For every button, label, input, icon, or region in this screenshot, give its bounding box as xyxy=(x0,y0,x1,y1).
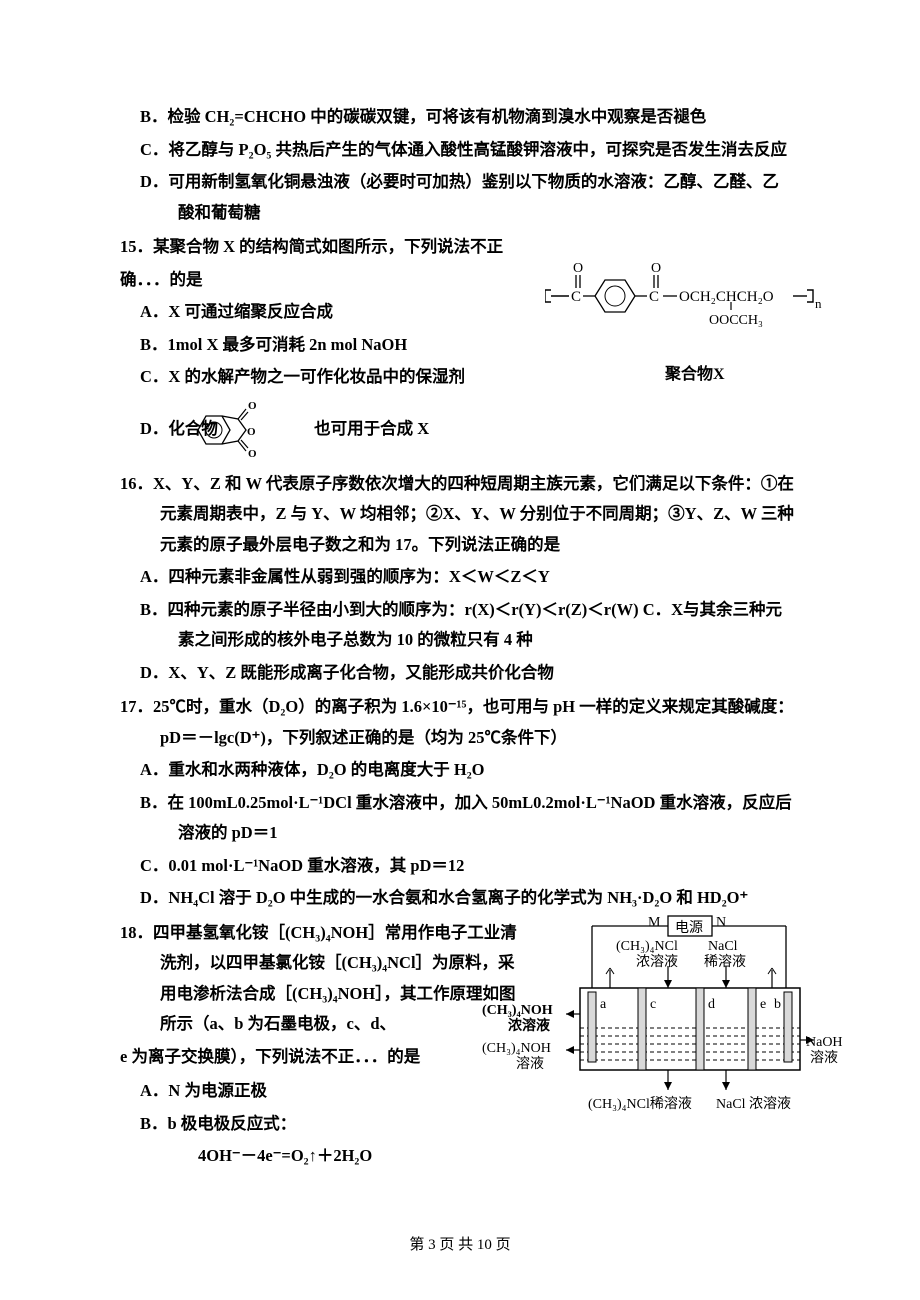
fig18-b: b xyxy=(774,992,781,1018)
q14-option-b: B．检验 CH₂=CHCHO 中的碳碳双键，可将该有机物滴到溴水中观察是否褪色 xyxy=(140,102,795,133)
svg-text:C: C xyxy=(571,289,581,305)
q15-fig-text2: OOCCH₃ xyxy=(709,313,763,328)
q15-fig-text1: OCH₂CHCH₂O xyxy=(679,289,774,305)
q16-option-d: D．X、Y、Z 既能形成离子化合物，又能形成共价化合物 xyxy=(140,658,795,689)
q18-stem-cont: e 为离子交换膜），下列说法不正．．．的是 xyxy=(160,1042,520,1073)
page: B．检验 CH₂=CHCHO 中的碳碳双键，可将该有机物滴到溴水中观察是否褪色 … xyxy=(0,0,920,1300)
q15-figure-label: 聚合物X xyxy=(665,360,725,390)
q15-figure: C O C O OCH₂CHCH₂O n OOCCH₃ 聚合物X xyxy=(545,250,835,390)
fig18-a: a xyxy=(600,992,606,1018)
svg-text:O: O xyxy=(651,261,661,276)
fig18-d: d xyxy=(708,992,715,1018)
q17-option-b: B．在 100mL0.25mol·L⁻¹DCl 重水溶液中，加入 50mL0.2… xyxy=(140,788,795,849)
q17-option-a: A．重水和水两种液体，D₂O 的电离度大于 H₂O xyxy=(140,755,795,786)
q18-option-b-eq: 4OH⁻－4e⁻=O₂↑＋2H₂O xyxy=(198,1141,795,1172)
fig18-top-left2: 浓溶液 xyxy=(636,950,678,976)
svg-text:O: O xyxy=(247,426,256,438)
fig18-top-right2: 稀溶液 xyxy=(704,950,746,976)
fig18-left2b: 溶液 xyxy=(516,1052,544,1078)
fig18-bottom-right: NaCl 浓溶液 xyxy=(716,1092,791,1118)
fig18-e: e xyxy=(760,992,766,1018)
fig18-c: c xyxy=(650,992,656,1018)
q16-option-b: B．四种元素的原子半径由小到大的顺序为：r(X)＜r(Y)＜r(Z)＜r(W) … xyxy=(140,595,795,656)
svg-text:n: n xyxy=(815,296,822,311)
q16-option-a: A．四种元素非金属性从弱到强的顺序为：X＜W＜Z＜Y xyxy=(140,562,795,593)
q14-option-c: C．将乙醇与 P₂O₅ 共热后产生的气体通入酸性高锰酸钾溶液中，可探究是否发生消… xyxy=(140,135,795,166)
fig18-N: N xyxy=(716,910,726,936)
q18-figure: M 电源 N (CH₃)₄NCl 浓溶液 NaCl 稀溶液 (CH₃)₄NOH … xyxy=(500,910,840,1140)
q15-option-d: D．化合物 O O O 也可用于合成 X xyxy=(140,395,795,465)
svg-text:O: O xyxy=(248,400,257,412)
svg-text:O: O xyxy=(248,448,257,460)
q18-stem: 18．四甲基氢氧化铵［(CH₃)₄NOH］常用作电子工业清洗剂，以四甲基氯化铵［… xyxy=(120,918,520,1040)
fig18-bottom-left: (CH₃)₄NCl稀溶液 xyxy=(588,1092,692,1118)
q16-stem: 16．X、Y、Z 和 W 代表原子序数依次增大的四种短周期主族元素，它们满足以下… xyxy=(120,469,795,561)
fig18-right1b: 溶液 xyxy=(810,1046,838,1072)
fig18-dianyuan: 电源 xyxy=(675,916,703,942)
svg-text:C: C xyxy=(649,289,659,305)
q15-stem1: 15．某聚合物 X 的结构简式如图所示，下列说法不正 xyxy=(120,232,600,263)
q17-stem: 17．25℃时，重水（D₂O）的离子积为 1.6×10⁻¹⁵，也可用与 pH 一… xyxy=(120,692,795,753)
q15-d-post: 也可用于合成 X xyxy=(314,418,429,437)
q15-d-structure: O O O xyxy=(226,395,306,465)
svg-text:O: O xyxy=(573,261,583,276)
q17-option-c: C．0.01 mol·L⁻¹NaOD 重水溶液，其 pD＝12 xyxy=(140,851,795,882)
fig18-M: M xyxy=(648,910,660,936)
page-footer: 第 3 页 共 10 页 xyxy=(0,1232,920,1260)
q14-option-d: D．可用新制氢氧化铜悬浊液（必要时可加热）鉴别以下物质的水溶液：乙醇、乙醛、乙酸… xyxy=(140,167,795,228)
